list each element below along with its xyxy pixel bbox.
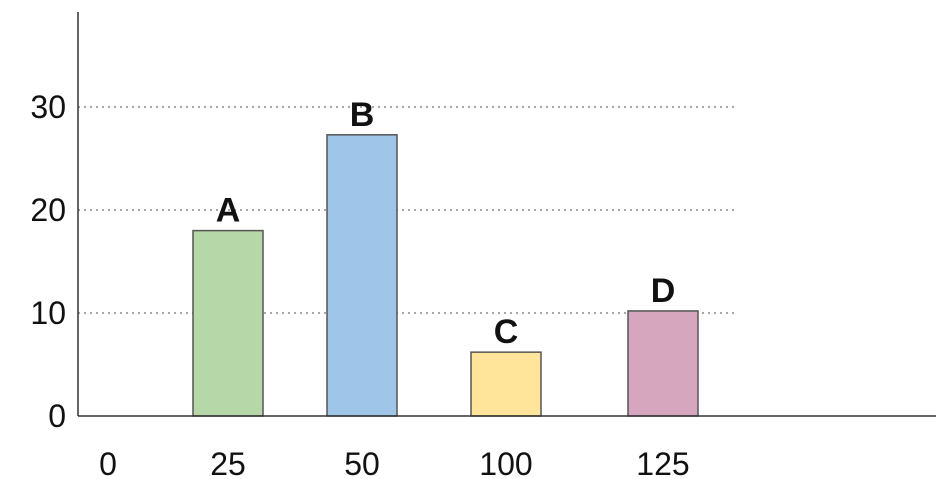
- x-tick-label: 25: [210, 446, 246, 479]
- x-tick-label: 0: [99, 446, 117, 479]
- bar-label-d: D: [651, 272, 676, 310]
- x-tick-label: 100: [479, 446, 532, 479]
- y-tick-label: 30: [30, 89, 66, 125]
- bar-c: [470, 351, 542, 417]
- bar-labels: A B C D: [216, 96, 676, 351]
- bar-a: [192, 229, 264, 417]
- grid-lines: [78, 106, 738, 314]
- bar-label-b: B: [350, 96, 375, 134]
- bar-b: [326, 134, 398, 417]
- y-tick-label: 10: [30, 295, 66, 331]
- bar-label-a: A: [216, 192, 241, 230]
- y-tick-labels: 0 10 20 30: [30, 89, 66, 434]
- y-tick-label: 20: [30, 192, 66, 228]
- bar-d: [627, 310, 699, 417]
- x-tick-label: 50: [344, 446, 380, 479]
- y-tick-label: 0: [48, 398, 66, 434]
- x-tick-labels: 0 25 50 100 125: [99, 446, 690, 479]
- bar-label-c: C: [494, 313, 519, 351]
- bars: [192, 134, 699, 417]
- x-tick-label: 125: [636, 446, 689, 479]
